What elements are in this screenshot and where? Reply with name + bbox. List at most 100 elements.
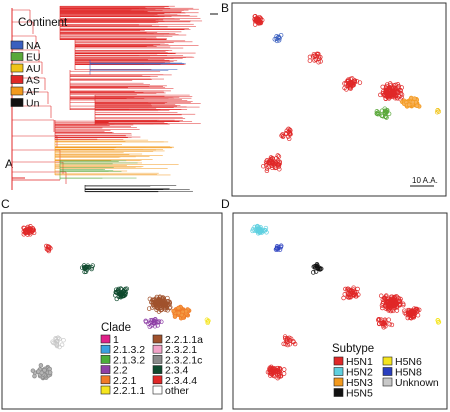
point	[32, 373, 37, 379]
point	[383, 85, 389, 90]
clade-legend-swatch	[152, 334, 163, 344]
point	[345, 78, 351, 84]
point	[287, 335, 292, 341]
point	[378, 317, 384, 322]
point	[84, 267, 90, 272]
point	[399, 92, 405, 98]
point	[341, 295, 346, 301]
panel-c-frame	[1, 212, 223, 410]
point	[156, 300, 162, 305]
point	[414, 103, 420, 109]
point	[264, 166, 270, 171]
point	[159, 319, 164, 325]
subtype-legend-swatch	[333, 356, 344, 366]
point	[316, 51, 321, 57]
point	[57, 344, 62, 350]
point	[257, 226, 263, 231]
panel-b-points	[252, 14, 442, 174]
point	[384, 107, 390, 113]
point	[266, 160, 272, 166]
point	[402, 310, 408, 316]
point	[154, 305, 160, 311]
point	[353, 292, 358, 297]
point	[393, 82, 398, 88]
point	[352, 78, 357, 84]
point	[343, 286, 348, 292]
point	[124, 286, 130, 291]
point	[378, 293, 384, 299]
point	[311, 270, 316, 275]
point	[27, 226, 33, 231]
point	[179, 312, 185, 318]
subtype-legend-swatch	[333, 388, 344, 397]
clade-legend-label: 2.1.3.2	[113, 344, 145, 356]
point	[347, 291, 352, 296]
clade-legend-label: 2.3.2.1c	[165, 354, 202, 366]
point	[381, 319, 387, 325]
clade-legend-swatch	[152, 365, 163, 374]
continent-legend-title: Continent	[18, 17, 68, 29]
point	[387, 87, 393, 92]
point	[318, 266, 324, 271]
point	[384, 115, 389, 120]
point	[382, 114, 388, 119]
clade-legend-swatch	[152, 375, 163, 385]
point	[151, 318, 157, 324]
point	[89, 266, 94, 272]
point	[395, 82, 401, 87]
point	[275, 153, 281, 158]
point	[116, 294, 122, 300]
panel-b-scatter: B 10 A.A.	[221, 1, 447, 197]
subtype-legend-label: H5N1	[346, 356, 373, 368]
point	[387, 81, 393, 86]
clade-legend-label: 2.1.3.2	[113, 354, 145, 366]
point	[281, 371, 287, 376]
clade-legend-items: 12.1.3.22.1.3.22.22.2.12.2.1.12.2.1.1a2.…	[100, 334, 203, 397]
subtype-legend-title: Subtype	[332, 343, 374, 355]
point	[113, 293, 118, 298]
point	[411, 313, 417, 319]
point	[406, 102, 412, 108]
point	[314, 262, 320, 267]
subtype-legend-swatch	[382, 367, 393, 376]
clade-legend-label: 2.2.1.1a	[165, 334, 203, 346]
point	[30, 368, 36, 373]
point	[282, 336, 288, 341]
point	[274, 246, 279, 251]
clade-legend-swatch	[100, 334, 111, 344]
continent-legend-swatch	[10, 98, 24, 107]
point	[393, 301, 399, 307]
point	[280, 134, 286, 140]
point	[256, 17, 261, 22]
point	[275, 375, 280, 381]
point	[384, 89, 389, 95]
point	[176, 305, 181, 311]
subtype-legend-swatch	[382, 356, 393, 366]
point	[205, 320, 210, 326]
point	[275, 365, 281, 371]
panel-d-points	[250, 223, 442, 381]
point	[382, 295, 388, 301]
point	[316, 266, 322, 272]
point	[47, 244, 52, 250]
point	[291, 339, 296, 345]
continent-legend-label: EU	[26, 52, 41, 64]
clade-legend-swatch	[100, 385, 111, 395]
clade-legend-swatch	[152, 355, 163, 364]
point	[271, 161, 276, 167]
point	[46, 247, 51, 252]
point	[84, 265, 89, 270]
point	[374, 111, 380, 116]
point	[265, 369, 271, 375]
point	[386, 317, 391, 322]
point	[285, 342, 291, 348]
point	[261, 163, 266, 169]
point	[146, 306, 152, 311]
continent-legend-label: NA	[26, 40, 41, 52]
point	[312, 58, 317, 63]
point	[311, 264, 317, 269]
